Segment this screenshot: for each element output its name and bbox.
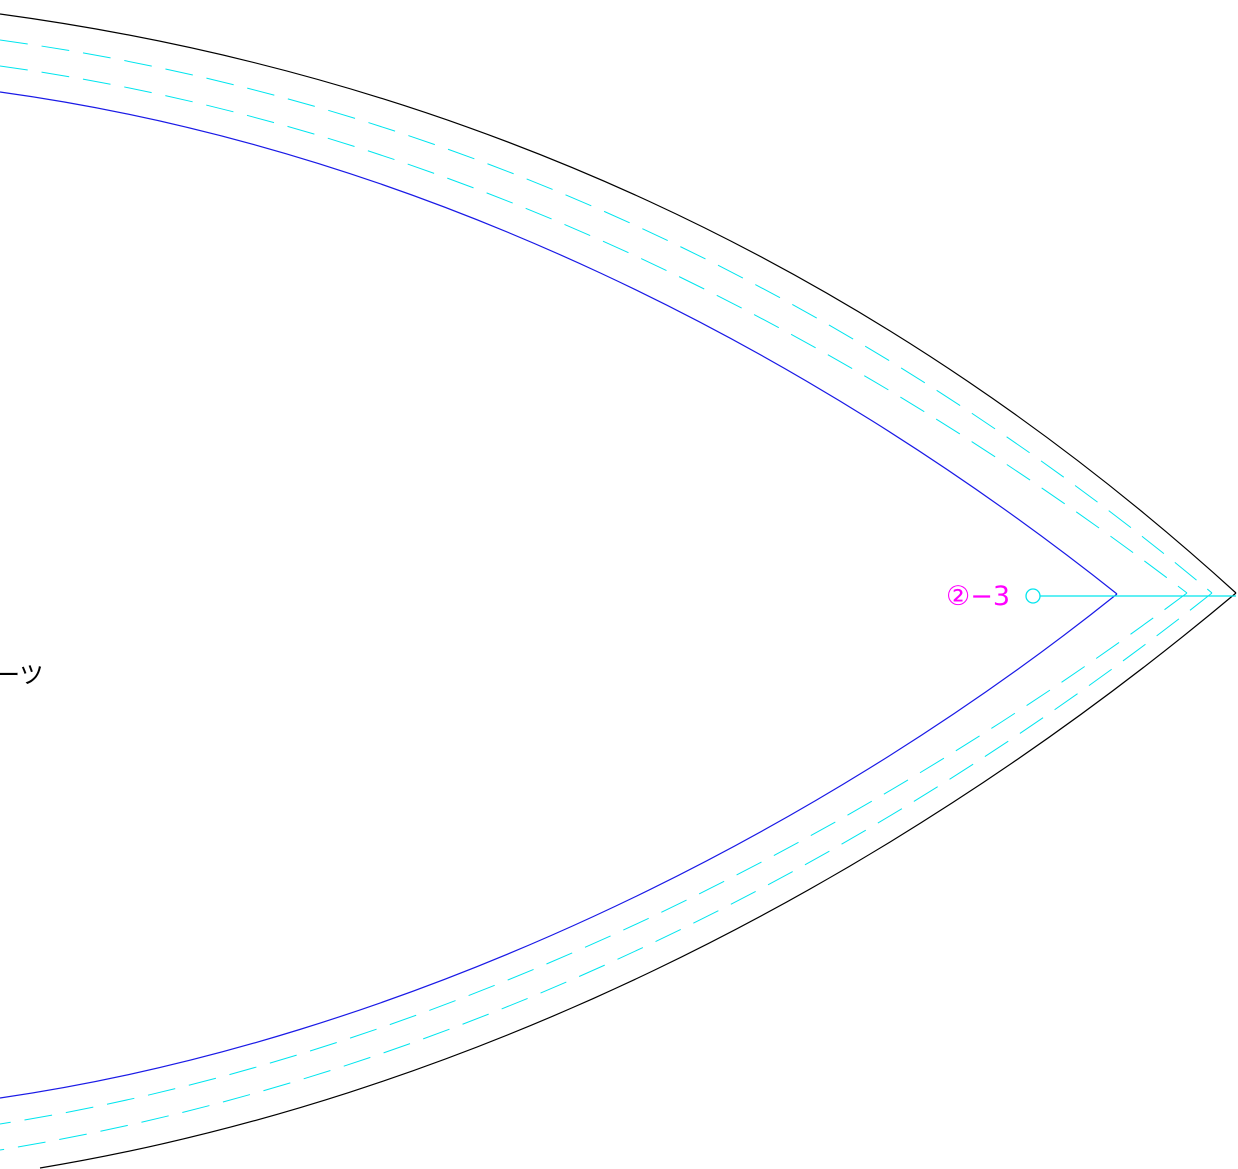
- seam-line-outer-upper: [0, 39, 1213, 594]
- outer-cut-line-upper: [0, 13, 1237, 594]
- part-number-label: ②−3: [946, 581, 1010, 612]
- seam-line-inner-upper: [0, 65, 1188, 594]
- seam-line-inner-lower: [0, 592, 1188, 1125]
- finish-line-upper: [0, 91, 1118, 595]
- finish-line-lower: [0, 593, 1118, 1099]
- outer-cut-line-lower: [39, 592, 1237, 1169]
- seam-line-outer-lower: [0, 592, 1213, 1151]
- side-text-fragment: ーツ: [0, 661, 44, 689]
- leader-circle-marker: [1025, 588, 1041, 604]
